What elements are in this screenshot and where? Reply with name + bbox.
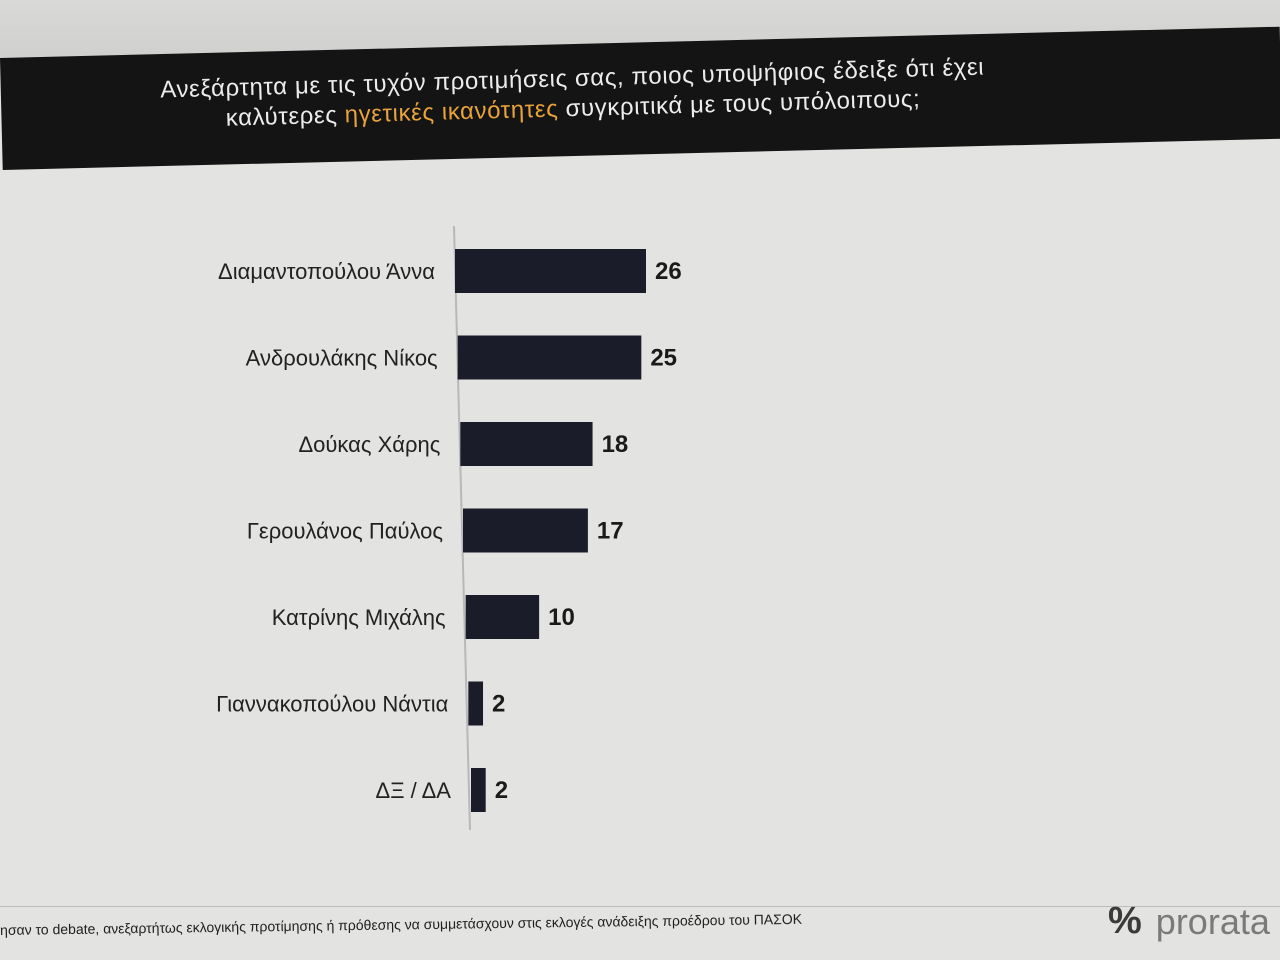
bar: [463, 508, 588, 553]
category-label: Ανδρουλάκης Νίκος: [246, 346, 438, 371]
value-label: 17: [597, 518, 624, 545]
logo-text: prorata: [1155, 900, 1270, 942]
bar: [471, 768, 486, 812]
percent-icon: %: [1108, 900, 1142, 942]
footer-note: ησαν το debate, ανεξαρτήτως εκλογικής πρ…: [0, 910, 803, 938]
bar-chart: Διαμαντοπούλου Άννα 26 Ανδρουλάκης Νίκος 25…: [216, 225, 682, 831]
category-label: Δούκας Χάρης: [298, 432, 440, 457]
prorata-logo: % prorata: [1108, 900, 1280, 948]
value-label: 25: [650, 345, 677, 372]
value-label: 2: [492, 691, 505, 718]
value-label: 26: [655, 258, 682, 285]
bar: [455, 249, 646, 293]
category-label: Κατρίνης Μιχάλης: [272, 605, 446, 630]
bar: [460, 422, 593, 466]
bar: [457, 335, 642, 380]
category-label: ΔΞ / ΔΑ: [376, 778, 452, 803]
value-label: 2: [495, 777, 508, 804]
category-label: Γερουλάνος Παύλος: [247, 519, 443, 544]
value-label: 10: [548, 604, 575, 631]
question-line-2-prefix: καλύτερες: [225, 101, 346, 132]
value-label: 18: [602, 431, 629, 458]
bar: [468, 681, 484, 726]
y-axis-line: [453, 225, 471, 831]
category-label: Γιαννακοπούλου Νάντια: [216, 692, 449, 717]
footer-divider: [0, 906, 1280, 907]
plot-area: Διαμαντοπούλου Άννα 26 Ανδρουλάκης Νίκος 25…: [0, 170, 1280, 900]
question-highlight: ηγετικές ικανότητες: [344, 95, 559, 129]
category-label: Διαμαντοπούλου Άννα: [218, 259, 435, 284]
bar: [465, 595, 540, 639]
